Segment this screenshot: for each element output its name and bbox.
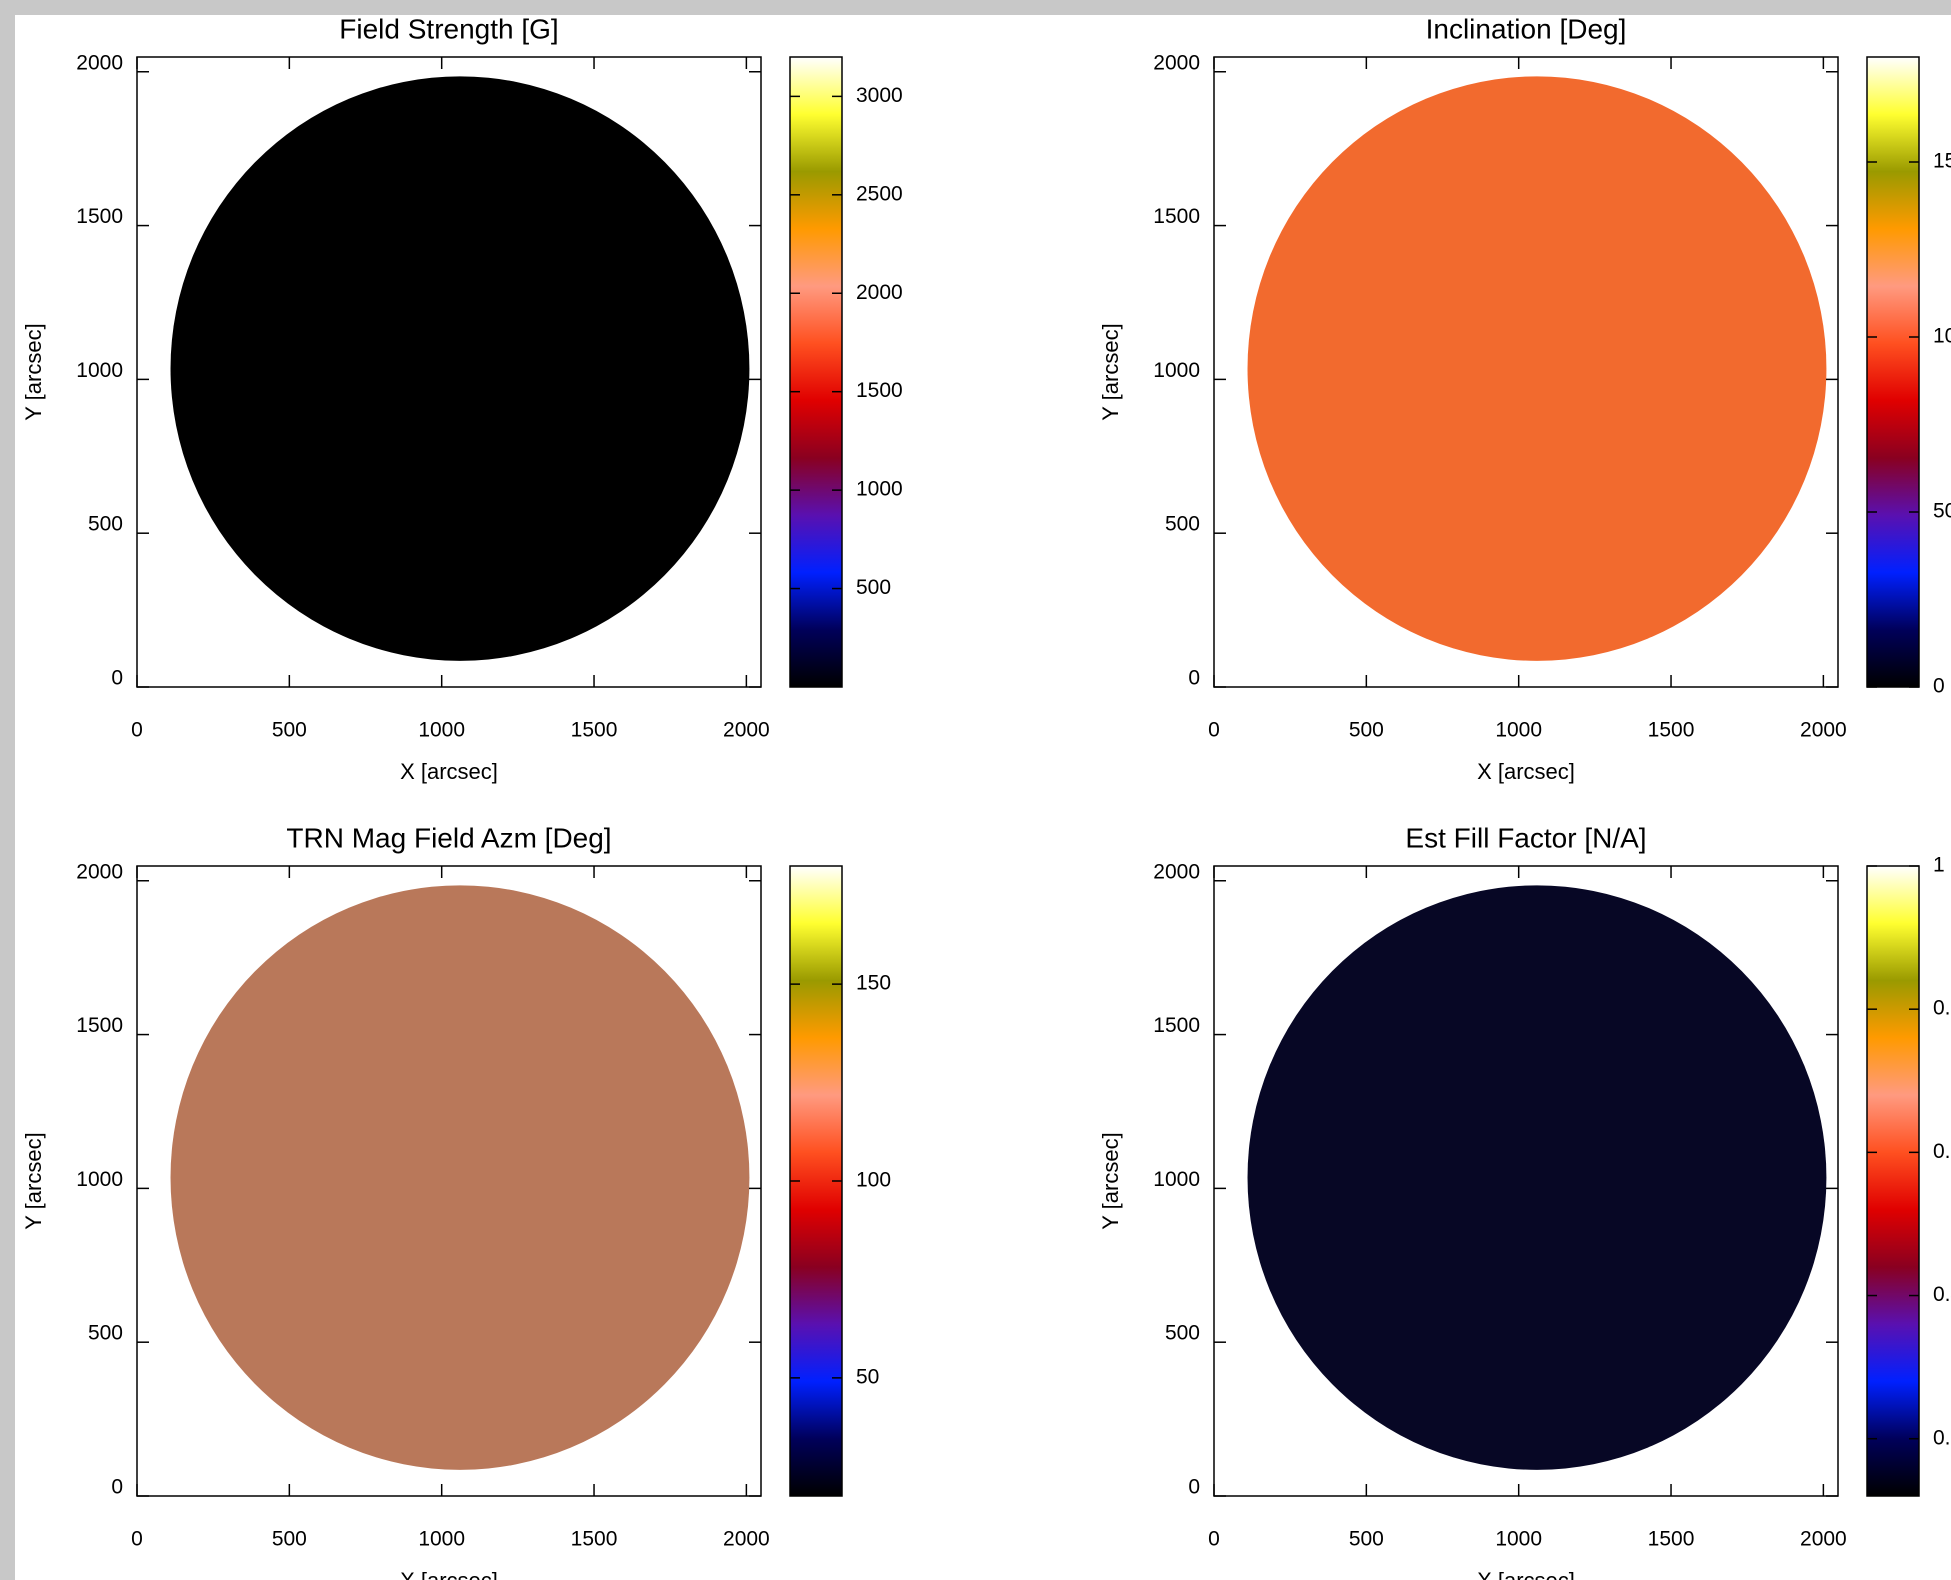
colorbar-tick-label: 1 xyxy=(1933,854,1945,877)
colorbar-tick-label: 150 xyxy=(1933,150,1951,173)
plot-frame xyxy=(1213,56,1839,688)
solar-disk xyxy=(170,885,750,1470)
y-tick-label: 2000 xyxy=(76,51,123,74)
y-tick-label: 0 xyxy=(111,667,123,690)
y-tick-label: 500 xyxy=(88,513,123,536)
y-axis-label: Y [arcsec] xyxy=(1098,1132,1123,1229)
panel: 0 500 1000 1500 2000 0 500 1000 1500 2000 TRN Mag … xyxy=(21,822,891,1580)
y-tick-label: 1500 xyxy=(1153,1014,1200,1037)
panel: 0 500 1000 1500 20000500100015002000Inclinat… xyxy=(1098,15,1951,784)
colorbar-tick-label: 0.6 xyxy=(1933,1140,1951,1163)
x-tick-label: 2000 xyxy=(723,1528,770,1551)
y-tick-label: 1000 xyxy=(76,1168,123,1191)
y-tick-label: 1500 xyxy=(76,205,123,228)
y-tick-label: 1000 xyxy=(76,359,123,382)
colorbar-tick-label: 0.8 xyxy=(1933,997,1951,1020)
y-tick-label: 0 xyxy=(1188,667,1200,690)
colorbar-tick-label: 0.4 xyxy=(1933,1283,1951,1306)
solar-disk xyxy=(170,76,750,661)
panel: 0 500 1000 1500 2000 0 500 1000 1500 2000 Field St… xyxy=(21,15,903,784)
y-tick-label: 1000 xyxy=(1153,1168,1200,1191)
colorbar-tick-label: 0 xyxy=(1933,675,1945,698)
y-tick-label: 2000 xyxy=(1153,860,1200,883)
solar-disk xyxy=(1247,885,1827,1470)
solar-disk xyxy=(1247,76,1827,661)
colorbar-tick-label: 1500 xyxy=(856,379,903,402)
colorbar-tick-label: 1000 xyxy=(856,478,903,501)
x-tick-label: 2000 xyxy=(1800,719,1847,742)
colorbar-tick-label: 0.2 xyxy=(1933,1426,1951,1449)
x-tick-label: 500 xyxy=(1349,719,1384,742)
x-tick-label: 500 xyxy=(1349,1528,1384,1551)
chart-title: Inclination [Deg] xyxy=(1426,15,1627,44)
colorbar-tick-label: 100 xyxy=(1933,325,1951,348)
y-tick-label: 0 xyxy=(1188,1476,1200,1499)
x-tick-label: 0 xyxy=(1208,1528,1220,1551)
colorbar-tick-label: 3000 xyxy=(856,84,903,107)
x-tick-label: 1500 xyxy=(1648,1528,1695,1551)
y-axis-label: Y [arcsec] xyxy=(21,1132,46,1229)
x-tick-label: 2000 xyxy=(1800,1528,1847,1551)
chart-title: TRN Mag Field Azm [Deg] xyxy=(286,822,611,853)
x-tick-label: 1000 xyxy=(1495,1528,1542,1551)
x-axis-label: X [arcsec] xyxy=(400,1568,498,1580)
y-tick-label: 1500 xyxy=(1153,205,1200,228)
x-axis-label: X [arcsec] xyxy=(1477,1568,1575,1580)
colorbar xyxy=(1866,865,1920,1497)
y-tick-label: 500 xyxy=(1165,513,1200,536)
x-tick-label: 0 xyxy=(131,719,143,742)
y-tick-label: 0 xyxy=(111,1476,123,1499)
x-tick-label: 1000 xyxy=(418,1528,465,1551)
colorbar-tick-label: 50 xyxy=(856,1365,879,1388)
y-axis-label: Y [arcsec] xyxy=(1098,323,1123,420)
colorbar-tick-label: 2500 xyxy=(856,182,903,205)
x-tick-label: 500 xyxy=(272,1528,307,1551)
x-tick-label: 1500 xyxy=(571,1528,618,1551)
colorbar-tick-label: 100 xyxy=(856,1169,891,1192)
colorbar xyxy=(1866,56,1920,688)
colorbar xyxy=(789,56,843,688)
plot-frame xyxy=(136,56,762,688)
plot-frame xyxy=(1213,865,1839,1497)
plot-frame xyxy=(136,865,762,1497)
y-tick-label: 1500 xyxy=(76,1014,123,1037)
y-axis-label: Y [arcsec] xyxy=(21,323,46,420)
x-tick-label: 0 xyxy=(131,1528,143,1551)
colorbar-tick-label: 2000 xyxy=(856,281,903,304)
x-tick-label: 500 xyxy=(272,719,307,742)
y-tick-label: 500 xyxy=(88,1322,123,1345)
colorbar-tick-label: 50 xyxy=(1933,500,1951,523)
chart-title: Est Fill Factor [N/A] xyxy=(1405,822,1646,853)
x-tick-label: 1000 xyxy=(1495,719,1542,742)
y-tick-label: 1000 xyxy=(1153,359,1200,382)
y-tick-label: 2000 xyxy=(1153,51,1200,74)
x-tick-label: 1500 xyxy=(1648,719,1695,742)
colorbar-tick-label: 150 xyxy=(856,972,891,995)
panel: 0 500 1000 1500 2000 0 500 1000 1500 2000 Est Fill… xyxy=(1098,822,1951,1580)
x-axis-label: X [arcsec] xyxy=(1477,759,1575,784)
x-tick-label: 2000 xyxy=(723,719,770,742)
x-axis-label: X [arcsec] xyxy=(400,759,498,784)
x-tick-label: 1000 xyxy=(418,719,465,742)
x-tick-label: 1500 xyxy=(571,719,618,742)
y-tick-label: 500 xyxy=(1165,1322,1200,1345)
x-tick-label: 0 xyxy=(1208,719,1220,742)
colorbar-tick-label: 500 xyxy=(856,576,891,599)
y-tick-label: 2000 xyxy=(76,860,123,883)
chart-title: Field Strength [G] xyxy=(339,15,558,44)
